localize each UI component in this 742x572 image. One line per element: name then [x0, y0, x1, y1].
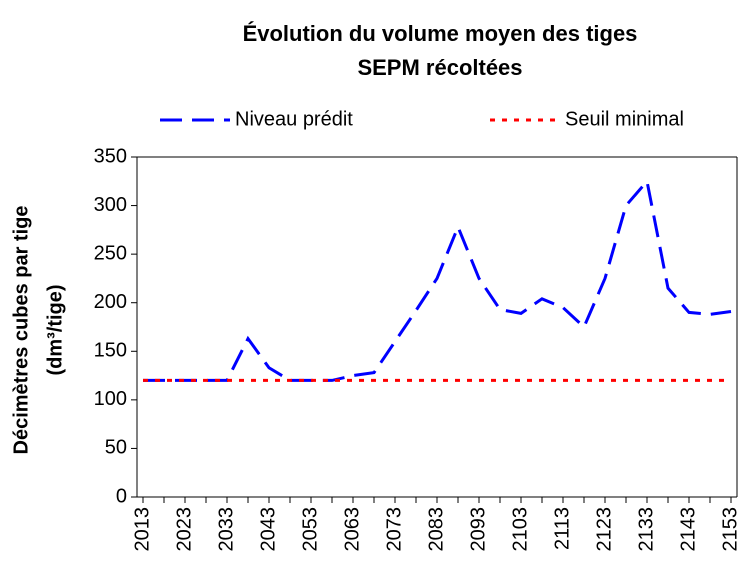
x-tick-label: 2013 — [131, 507, 153, 552]
y-tick-label: 0 — [116, 485, 127, 507]
y-tick-label: 250 — [94, 242, 127, 264]
x-tick-label: 2103 — [509, 507, 531, 552]
x-tick-label: 2093 — [467, 507, 489, 552]
y-tick-label: 350 — [94, 145, 127, 167]
line-series — [143, 177, 732, 382]
y-tick-label: 300 — [94, 194, 127, 216]
x-tick-label: 2073 — [383, 507, 405, 552]
x-tick-label: 2083 — [425, 507, 447, 552]
x-tick-label: 2063 — [341, 507, 363, 552]
x-tick-label: 2143 — [677, 507, 699, 552]
chart-title: SEPM récoltées — [357, 55, 522, 80]
x-tick-label: 2113 — [551, 507, 573, 550]
legend-label: Niveau prédit — [235, 108, 353, 130]
legend-label: Seuil minimal — [565, 108, 684, 130]
y-tick-label: 100 — [94, 388, 127, 410]
chart-title: Évolution du volume moyen des tiges — [243, 21, 638, 46]
y-tick-label: 50 — [105, 437, 127, 459]
y-axis-label: Décimètres cubes par tige — [10, 206, 32, 455]
x-tick-label: 2053 — [299, 507, 321, 552]
x-tick-label: 2023 — [173, 507, 195, 552]
x-tick-label: 2043 — [257, 507, 279, 552]
x-tick-label: 2153 — [719, 507, 741, 552]
y-tick-label: 150 — [94, 340, 127, 362]
x-tick-label: 2123 — [593, 507, 615, 552]
y-axis-label: (dm³/tige) — [44, 284, 66, 375]
x-tick-label: 2133 — [635, 507, 657, 552]
y-tick-label: 200 — [94, 291, 127, 313]
x-tick-label: 2033 — [215, 507, 237, 552]
